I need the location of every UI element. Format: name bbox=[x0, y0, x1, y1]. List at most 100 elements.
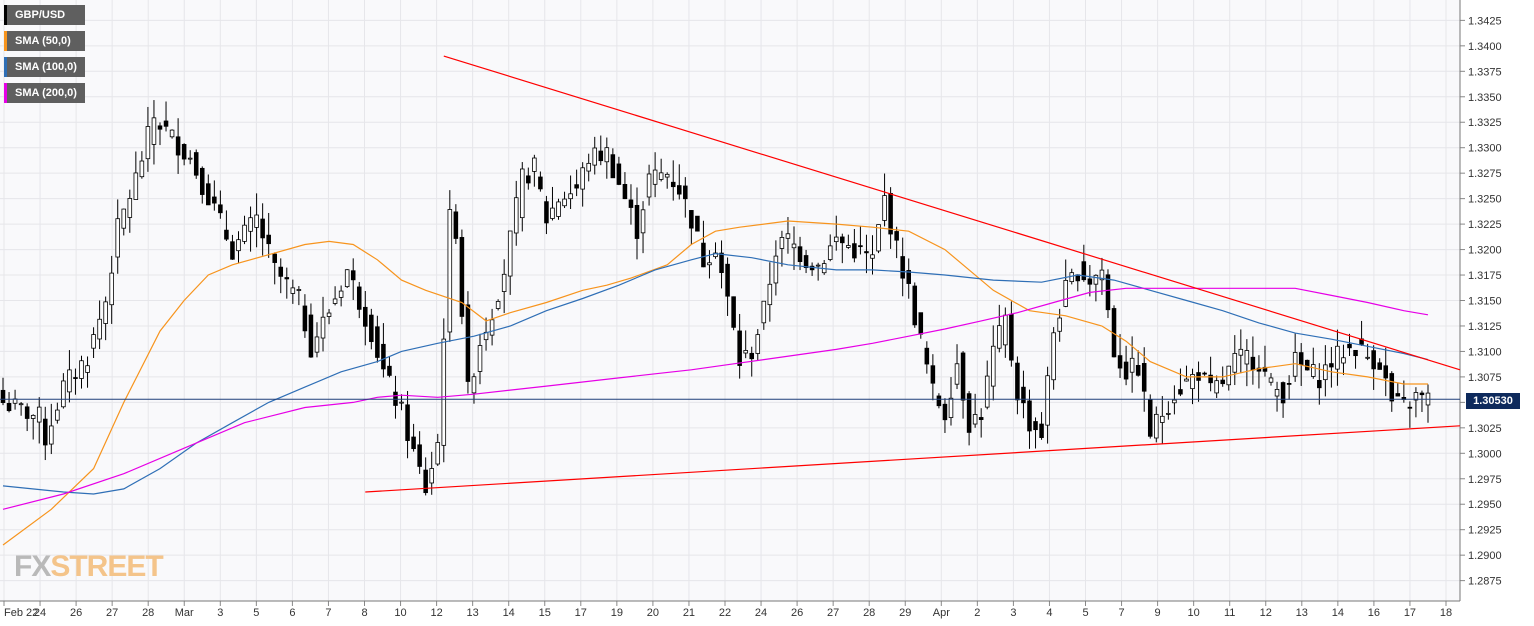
legend-item-sma200[interactable]: SMA (200,0) bbox=[4, 83, 85, 103]
x-tick-label: 10 bbox=[394, 607, 406, 619]
candle-bearish bbox=[888, 192, 893, 235]
candle-bearish bbox=[1329, 363, 1334, 368]
candle-bullish bbox=[187, 157, 193, 160]
x-tick-label: 19 bbox=[611, 607, 623, 619]
candle-bearish bbox=[912, 285, 918, 326]
candle-bullish bbox=[1093, 274, 1099, 285]
x-tick-label: 18 bbox=[1440, 607, 1452, 619]
y-tick-label: 1.3200 bbox=[1468, 245, 1502, 257]
candle-bearish bbox=[1347, 343, 1352, 349]
candle-bearish bbox=[689, 210, 694, 229]
x-tick-label: 17 bbox=[575, 607, 587, 619]
candle-bullish bbox=[984, 375, 990, 408]
candle-bearish bbox=[1105, 274, 1111, 311]
y-tick-label: 1.2875 bbox=[1468, 576, 1502, 588]
last-price-badge: 1.30530 bbox=[1466, 393, 1520, 409]
candle-bullish bbox=[532, 157, 537, 172]
x-tick-label: Mar bbox=[175, 607, 194, 619]
candle-bearish bbox=[1081, 261, 1087, 281]
candle-bearish bbox=[864, 251, 869, 254]
candle-bearish bbox=[1250, 356, 1256, 371]
candle-bullish bbox=[248, 217, 253, 232]
candle-bearish bbox=[1208, 374, 1213, 384]
y-tick-label: 1.2900 bbox=[1468, 550, 1502, 562]
candle-bullish bbox=[1274, 389, 1280, 397]
y-tick-label: 1.3400 bbox=[1468, 41, 1502, 53]
candle-bullish bbox=[1099, 269, 1105, 281]
legend-item-sma50[interactable]: SMA (50,0) bbox=[4, 31, 85, 51]
candle-bullish bbox=[447, 209, 453, 333]
candle-bearish bbox=[199, 167, 205, 195]
y-tick-label: 1.2925 bbox=[1468, 525, 1502, 537]
x-tick-label: 26 bbox=[791, 607, 803, 619]
candle-bearish bbox=[930, 365, 936, 384]
candle-bullish bbox=[1238, 348, 1244, 356]
candle-bearish bbox=[1147, 399, 1153, 437]
candle-bullish bbox=[1244, 350, 1250, 365]
legend-item-gbpusd[interactable]: GBP/USD bbox=[4, 5, 85, 25]
candle-bullish bbox=[1335, 345, 1340, 370]
y-tick-label: 1.3300 bbox=[1468, 143, 1502, 155]
candle-bullish bbox=[121, 208, 127, 229]
x-tick-label: 3 bbox=[217, 607, 223, 619]
candle-bullish bbox=[489, 319, 495, 336]
candle-bullish bbox=[870, 254, 875, 259]
candle-bullish bbox=[876, 224, 881, 252]
legend-label: SMA (50,0) bbox=[15, 35, 71, 47]
candle-bullish bbox=[91, 334, 96, 349]
x-tick-label: 5 bbox=[253, 607, 259, 619]
candle-bearish bbox=[894, 231, 899, 241]
candle-bullish bbox=[115, 218, 120, 258]
x-tick-label: 13 bbox=[467, 607, 479, 619]
candle-bearish bbox=[574, 184, 579, 189]
candle-bullish bbox=[79, 360, 84, 379]
candle-bullish bbox=[791, 243, 797, 249]
candle-bullish bbox=[85, 365, 90, 373]
x-tick-label: 24 bbox=[34, 607, 46, 619]
candle-bullish bbox=[646, 173, 652, 198]
legend-label: GBP/USD bbox=[15, 9, 66, 21]
candle-bullish bbox=[290, 287, 296, 294]
x-tick-label: 20 bbox=[647, 607, 659, 619]
y-tick-label: 1.3225 bbox=[1468, 219, 1502, 231]
candle-bullish bbox=[109, 272, 114, 306]
candle-bullish bbox=[1051, 332, 1056, 381]
candle-bearish bbox=[181, 144, 187, 160]
candle-bearish bbox=[278, 266, 284, 277]
logo-part-street: STREET bbox=[50, 550, 163, 583]
candle-bearish bbox=[803, 255, 809, 269]
candle-bullish bbox=[18, 403, 24, 406]
candle-bullish bbox=[990, 345, 996, 387]
candle-bullish bbox=[562, 198, 567, 207]
candle-bullish bbox=[242, 224, 247, 242]
candle-bullish bbox=[827, 245, 833, 260]
legend-item-sma100[interactable]: SMA (100,0) bbox=[4, 57, 85, 77]
trendline-support bbox=[365, 425, 1461, 493]
candle-bullish bbox=[326, 312, 332, 317]
candle-bullish bbox=[779, 237, 785, 249]
candle-bearish bbox=[1027, 400, 1032, 432]
candle-bearish bbox=[1141, 363, 1147, 392]
candle-bearish bbox=[610, 154, 616, 179]
y-tick-label: 1.3150 bbox=[1468, 296, 1502, 308]
candle-bullish bbox=[815, 264, 821, 267]
candle-bullish bbox=[1323, 364, 1328, 381]
x-tick-label: Feb 22 bbox=[4, 607, 38, 619]
candle-bearish bbox=[749, 352, 755, 360]
x-tick-label: 14 bbox=[503, 607, 515, 619]
candle-bullish bbox=[761, 300, 767, 324]
candle-bearish bbox=[906, 270, 911, 284]
x-tick-label: 3 bbox=[1010, 607, 1016, 619]
candle-bullish bbox=[344, 269, 350, 288]
candle-bearish bbox=[350, 270, 356, 281]
candle-bullish bbox=[1413, 392, 1419, 401]
candle-bearish bbox=[230, 241, 235, 260]
candle-bearish bbox=[936, 395, 942, 407]
candle-bearish bbox=[1304, 359, 1310, 371]
candle-bullish bbox=[145, 126, 151, 160]
candle-bullish bbox=[592, 147, 598, 166]
candle-bearish bbox=[260, 218, 265, 239]
candle-bullish bbox=[773, 255, 779, 284]
x-tick-label: 7 bbox=[325, 607, 331, 619]
candle-bearish bbox=[206, 183, 211, 206]
